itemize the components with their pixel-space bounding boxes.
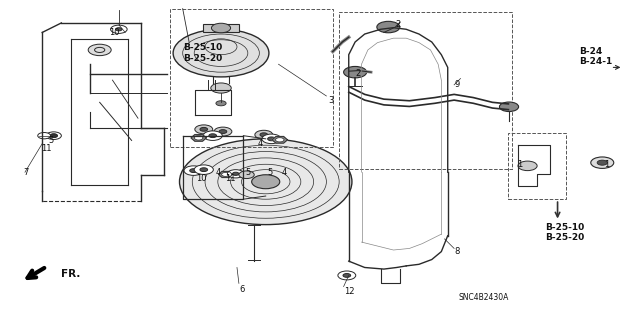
Circle shape xyxy=(344,66,367,78)
Text: 11: 11 xyxy=(225,174,236,183)
Text: 6: 6 xyxy=(239,285,244,294)
Text: B-25-10
B-25-20: B-25-10 B-25-20 xyxy=(182,43,222,63)
Circle shape xyxy=(50,134,58,137)
Text: 4: 4 xyxy=(216,168,221,177)
Text: 9: 9 xyxy=(454,80,460,89)
Text: 5: 5 xyxy=(49,136,54,145)
Text: 8: 8 xyxy=(454,247,460,256)
Circle shape xyxy=(46,132,61,139)
Circle shape xyxy=(219,130,227,133)
Text: 5: 5 xyxy=(245,168,250,177)
Circle shape xyxy=(200,127,207,131)
Circle shape xyxy=(377,21,400,33)
Text: 4: 4 xyxy=(282,168,287,177)
Text: SNC4B2430A: SNC4B2430A xyxy=(459,293,509,302)
Bar xyxy=(508,132,566,199)
Circle shape xyxy=(227,170,244,178)
Text: B-24
B-24-1: B-24 B-24-1 xyxy=(579,47,612,66)
Text: 11: 11 xyxy=(41,144,51,153)
Bar xyxy=(170,9,333,147)
Circle shape xyxy=(232,172,239,175)
Circle shape xyxy=(194,165,213,174)
Circle shape xyxy=(518,161,537,171)
Circle shape xyxy=(203,131,222,140)
Text: 5: 5 xyxy=(267,168,272,177)
Circle shape xyxy=(338,271,356,280)
Circle shape xyxy=(173,29,269,77)
Circle shape xyxy=(591,157,614,168)
Circle shape xyxy=(252,175,280,189)
Text: 3: 3 xyxy=(328,96,333,105)
Circle shape xyxy=(262,134,281,144)
Circle shape xyxy=(260,133,268,137)
Text: 12: 12 xyxy=(344,287,354,296)
Circle shape xyxy=(88,44,111,56)
Text: 1: 1 xyxy=(516,160,522,169)
Circle shape xyxy=(597,160,607,165)
Text: 10: 10 xyxy=(196,174,207,183)
Bar xyxy=(203,24,239,33)
Circle shape xyxy=(211,83,231,93)
Polygon shape xyxy=(218,171,232,177)
Circle shape xyxy=(276,138,284,142)
Circle shape xyxy=(216,101,226,106)
Circle shape xyxy=(255,130,273,139)
Circle shape xyxy=(211,23,230,33)
Circle shape xyxy=(499,102,518,112)
Circle shape xyxy=(268,137,275,141)
Circle shape xyxy=(179,139,352,225)
Circle shape xyxy=(200,168,207,172)
Text: 10: 10 xyxy=(109,28,120,37)
Circle shape xyxy=(239,171,254,179)
Circle shape xyxy=(195,136,203,140)
Circle shape xyxy=(116,28,122,31)
Text: B-25-10
B-25-20: B-25-10 B-25-20 xyxy=(545,223,584,242)
Circle shape xyxy=(189,169,197,173)
Text: 7: 7 xyxy=(23,168,28,177)
Text: 2: 2 xyxy=(355,69,360,78)
Polygon shape xyxy=(272,137,287,143)
Circle shape xyxy=(195,125,212,134)
Circle shape xyxy=(111,25,127,33)
Text: 1: 1 xyxy=(604,160,609,169)
Circle shape xyxy=(214,127,232,136)
Text: 4: 4 xyxy=(258,139,263,148)
Circle shape xyxy=(209,134,216,137)
Circle shape xyxy=(221,173,229,176)
Circle shape xyxy=(38,132,51,139)
Circle shape xyxy=(51,134,57,137)
Circle shape xyxy=(184,166,203,175)
Bar xyxy=(339,12,511,169)
Circle shape xyxy=(343,273,351,277)
Text: FR.: FR. xyxy=(61,269,81,279)
Polygon shape xyxy=(191,135,206,141)
Text: 2: 2 xyxy=(396,20,401,29)
